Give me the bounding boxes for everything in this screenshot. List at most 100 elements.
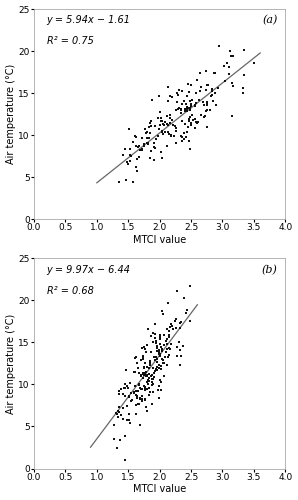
Point: [155, 386, 160, 394]
Point: [187, 104, 192, 112]
Point: [209, 84, 214, 92]
Point: [139, 146, 144, 154]
Point: [140, 395, 145, 403]
Point: [148, 117, 153, 125]
Point: [141, 354, 146, 362]
Point: [180, 86, 185, 94]
Point: [204, 98, 209, 106]
Point: [140, 392, 145, 400]
Point: [122, 432, 127, 440]
Point: [157, 346, 162, 354]
Point: [114, 409, 118, 417]
Point: [151, 143, 156, 151]
Point: [144, 130, 148, 138]
Point: [136, 400, 141, 408]
Point: [193, 115, 197, 123]
Point: [125, 158, 130, 166]
Point: [157, 108, 162, 116]
Point: [231, 82, 235, 90]
Point: [187, 113, 192, 121]
Point: [166, 121, 171, 129]
Point: [204, 86, 208, 94]
Point: [189, 100, 193, 108]
Point: [154, 339, 159, 347]
Point: [158, 340, 163, 348]
Point: [150, 378, 154, 386]
Point: [149, 372, 154, 380]
Point: [157, 361, 162, 369]
Point: [167, 345, 172, 353]
Point: [152, 334, 157, 342]
Point: [161, 359, 166, 367]
Point: [121, 404, 125, 412]
Point: [158, 376, 162, 384]
Text: (b): (b): [262, 264, 278, 275]
Point: [150, 376, 155, 384]
Point: [141, 370, 146, 378]
Point: [185, 128, 190, 136]
Point: [197, 69, 202, 77]
Point: [184, 309, 188, 317]
Point: [195, 118, 200, 126]
Point: [179, 132, 184, 140]
Point: [199, 110, 204, 118]
Point: [121, 390, 126, 398]
Point: [167, 130, 172, 138]
Point: [136, 153, 141, 161]
Text: y = 9.97x − 6.44: y = 9.97x − 6.44: [46, 264, 131, 274]
Point: [135, 156, 139, 164]
Point: [145, 385, 149, 393]
Point: [188, 96, 193, 104]
Point: [140, 396, 145, 404]
Point: [162, 341, 167, 349]
Point: [151, 156, 156, 164]
Point: [145, 371, 149, 379]
Point: [147, 377, 152, 385]
Point: [252, 59, 257, 67]
Point: [127, 393, 132, 401]
Point: [176, 91, 180, 99]
Point: [188, 105, 193, 113]
Point: [183, 108, 188, 116]
Point: [154, 355, 159, 363]
Point: [161, 120, 165, 128]
Point: [204, 80, 209, 88]
Point: [159, 365, 164, 373]
Point: [148, 129, 153, 137]
Point: [128, 419, 133, 427]
Point: [139, 371, 144, 379]
Point: [122, 145, 127, 153]
Point: [160, 306, 164, 314]
Point: [153, 330, 157, 338]
Point: [165, 325, 170, 333]
Point: [240, 84, 245, 92]
Point: [160, 130, 165, 138]
Point: [155, 347, 160, 355]
Point: [169, 322, 174, 330]
Point: [161, 331, 166, 339]
Point: [143, 368, 148, 376]
Point: [133, 382, 138, 390]
Point: [141, 352, 145, 360]
Point: [165, 112, 170, 120]
Point: [141, 374, 145, 382]
Point: [147, 154, 152, 162]
Point: [169, 340, 174, 348]
Point: [167, 333, 172, 341]
Point: [179, 116, 184, 124]
Point: [127, 416, 132, 424]
Point: [158, 121, 163, 129]
Point: [134, 142, 138, 150]
Point: [158, 334, 163, 342]
Point: [184, 103, 189, 111]
Point: [189, 102, 193, 110]
Point: [206, 81, 210, 89]
Point: [160, 356, 165, 364]
Point: [127, 124, 132, 132]
Point: [165, 120, 170, 128]
Point: [152, 139, 157, 147]
Point: [173, 324, 178, 332]
Point: [156, 382, 161, 390]
Text: R² = 0.75: R² = 0.75: [46, 36, 94, 46]
Point: [164, 335, 169, 343]
